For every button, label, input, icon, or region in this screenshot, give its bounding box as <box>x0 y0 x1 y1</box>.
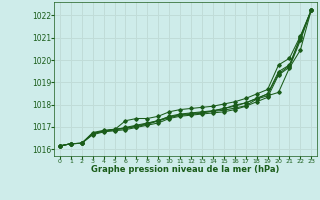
X-axis label: Graphe pression niveau de la mer (hPa): Graphe pression niveau de la mer (hPa) <box>92 165 280 174</box>
